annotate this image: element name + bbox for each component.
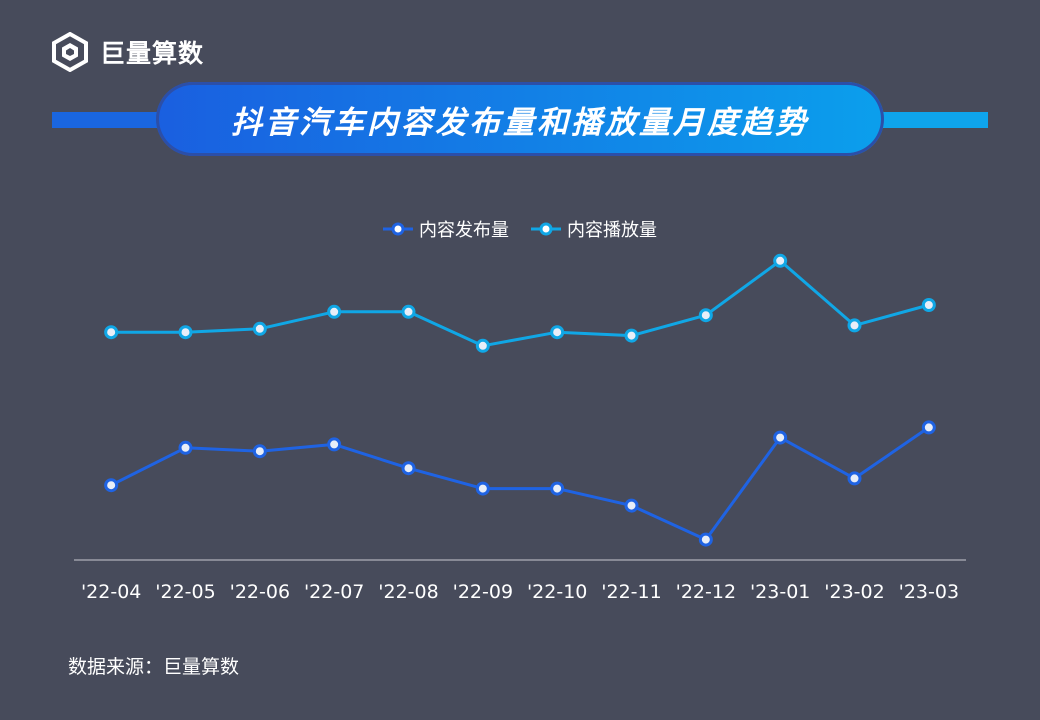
data-point bbox=[327, 304, 342, 319]
title-banner: 抖音汽车内容发布量和播放量月度趋势 bbox=[156, 82, 884, 156]
x-tick-label: '22-09 bbox=[453, 581, 513, 603]
legend-marker-publish-icon bbox=[383, 222, 413, 236]
data-point bbox=[847, 318, 862, 333]
data-point bbox=[624, 328, 639, 343]
legend-item-play[interactable]: 内容播放量 bbox=[531, 216, 657, 242]
x-tick-label: '22-11 bbox=[601, 581, 661, 603]
brand-name: 巨量算数 bbox=[100, 39, 205, 68]
title-bar-left bbox=[52, 112, 172, 128]
data-point bbox=[773, 430, 788, 445]
x-tick-label: '22-08 bbox=[378, 581, 438, 603]
data-point bbox=[401, 461, 416, 476]
data-point bbox=[475, 338, 490, 353]
legend-label-play: 内容播放量 bbox=[567, 220, 657, 241]
data-point bbox=[475, 481, 490, 496]
series-1 bbox=[104, 253, 936, 353]
x-tick-label: '22-10 bbox=[527, 581, 587, 603]
data-point bbox=[698, 308, 713, 323]
x-tick-label: '23-03 bbox=[899, 581, 959, 603]
series-line-1 bbox=[111, 259, 930, 348]
data-point bbox=[921, 298, 936, 312]
data-point bbox=[624, 498, 639, 513]
data-point bbox=[847, 471, 862, 486]
x-tick-label: '22-04 bbox=[81, 581, 141, 603]
chart-legend: 内容发布量 内容播放量 bbox=[0, 214, 1040, 244]
chart-title: 抖音汽车内容发布量和播放量月度趋势 bbox=[231, 104, 809, 141]
x-tick-label: '23-02 bbox=[824, 581, 884, 603]
data-point bbox=[921, 420, 936, 435]
title-bar-right bbox=[870, 112, 988, 128]
source-note: 数据来源：巨量算数 bbox=[68, 656, 240, 678]
x-tick-label: '22-07 bbox=[304, 581, 364, 603]
x-tick-label: '22-05 bbox=[155, 581, 215, 603]
data-point bbox=[104, 325, 119, 340]
data-point bbox=[252, 321, 267, 336]
data-point bbox=[550, 325, 565, 340]
data-point bbox=[327, 437, 342, 452]
brand: 巨量算数 bbox=[50, 32, 204, 72]
x-tick-label: '23-01 bbox=[750, 581, 810, 603]
data-point bbox=[550, 481, 565, 496]
data-point bbox=[773, 253, 788, 268]
data-point bbox=[178, 440, 193, 455]
series-0 bbox=[104, 420, 936, 547]
data-point bbox=[104, 478, 119, 493]
legend-item-publish[interactable]: 内容发布量 bbox=[383, 216, 509, 242]
hexagon-logo-icon bbox=[52, 32, 88, 72]
data-point bbox=[698, 532, 713, 547]
x-tick-label: '22-12 bbox=[676, 581, 736, 603]
data-point bbox=[178, 325, 193, 340]
legend-marker-play-icon bbox=[531, 222, 561, 236]
x-tick-label: '22-06 bbox=[230, 581, 290, 603]
series-line-0 bbox=[110, 426, 930, 542]
legend-label-publish: 内容发布量 bbox=[419, 220, 509, 241]
data-point bbox=[252, 444, 267, 459]
data-point bbox=[401, 304, 416, 319]
